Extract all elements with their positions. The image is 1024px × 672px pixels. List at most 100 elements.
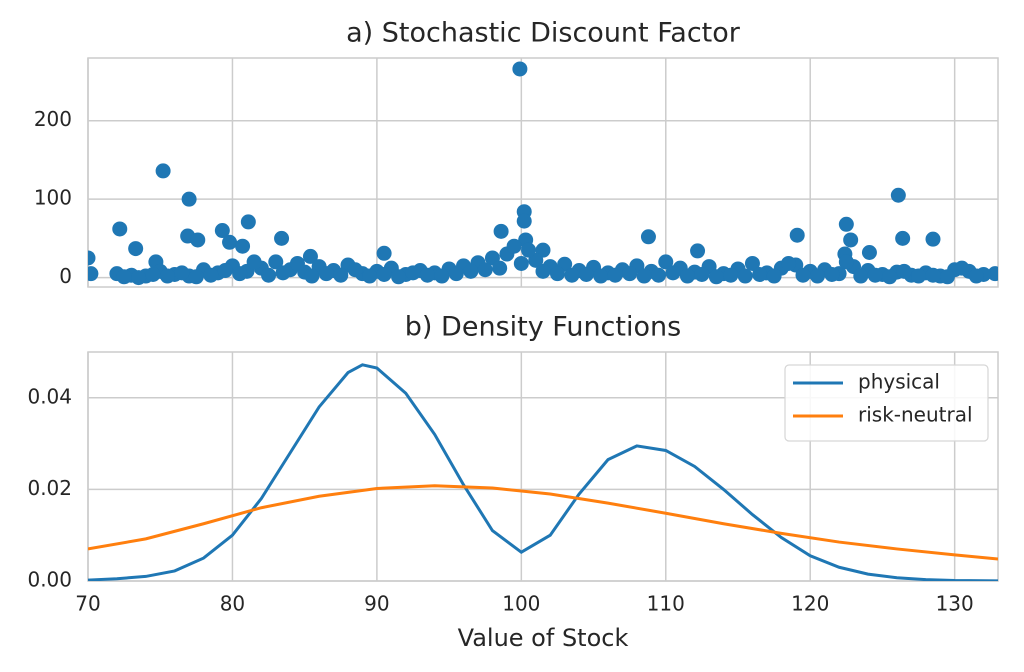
point [159,268,175,284]
x-tick-label: 70 [75,592,100,616]
point [795,267,811,283]
point [513,255,529,271]
point [925,231,941,247]
point [268,254,284,270]
point [190,232,206,248]
line [88,363,998,581]
point [289,255,305,271]
y-tick-label: 200 [34,107,72,131]
point [694,266,710,282]
point [512,61,528,77]
point [112,221,128,237]
x-tick-label: 90 [364,592,389,616]
point [304,268,320,284]
point [419,267,435,283]
point [333,267,349,283]
point [679,268,695,284]
point [911,268,927,284]
point [549,266,565,282]
point [405,265,421,281]
point [838,216,854,232]
point [391,269,407,285]
point [895,230,911,246]
point [954,260,970,276]
point [302,248,318,264]
point [493,223,509,239]
point [516,213,532,229]
point [131,270,147,286]
point [578,266,594,282]
point [896,263,912,279]
chart-title: b) Density Functions [405,312,681,343]
y-tick-label: 0.04 [27,384,72,408]
x-tick-label: 100 [502,592,540,616]
point [853,268,869,284]
point [362,268,378,284]
point [246,254,262,270]
point [744,255,760,271]
chart-title: a) Stochastic Discount Factor [346,18,741,49]
point [824,266,840,282]
point [651,267,667,283]
point [376,266,392,282]
point [925,267,941,283]
plot-area [88,61,998,286]
point [174,265,190,281]
point [88,266,99,282]
axes-frame [87,351,999,582]
point [607,267,623,283]
point [232,266,248,282]
point [448,266,464,282]
axes-frame [87,57,999,288]
legend-label: risk-neutral [858,403,973,427]
point [636,268,652,284]
point [593,268,609,284]
point [240,214,256,230]
point [188,269,204,285]
point [867,267,883,283]
y-tick-label: 100 [34,186,72,210]
point [155,163,171,179]
point [261,267,277,283]
point [318,266,334,282]
point [766,268,782,284]
point [723,267,739,283]
point [274,230,290,246]
point [843,232,859,248]
point [809,268,825,284]
x-tick-label: 120 [791,592,829,616]
point [535,263,551,279]
point [116,269,132,285]
point [492,260,508,276]
point [477,262,493,278]
point [376,245,392,261]
point [235,238,251,254]
point [789,227,805,243]
point [737,268,753,284]
point [838,254,854,270]
point [658,254,674,270]
point [939,269,955,285]
x-axis-label: Value of Stock [458,624,629,652]
point [665,265,681,281]
point [564,267,580,283]
point [708,269,724,285]
y-tick-label: 0.00 [27,568,72,592]
point [181,191,197,207]
point [521,242,537,258]
y-tick-label: 0.02 [27,476,72,500]
x-tick-label: 130 [936,592,974,616]
point [434,268,450,284]
point [128,241,144,257]
point [781,255,797,271]
point [217,263,233,279]
point [968,268,984,284]
point [222,234,238,250]
point [882,269,898,285]
point [203,267,219,283]
point [890,187,906,203]
y-tick-label: 0 [59,264,72,288]
point [214,223,230,239]
